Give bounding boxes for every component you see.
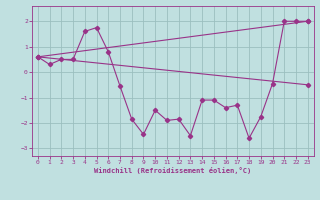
- X-axis label: Windchill (Refroidissement éolien,°C): Windchill (Refroidissement éolien,°C): [94, 167, 252, 174]
